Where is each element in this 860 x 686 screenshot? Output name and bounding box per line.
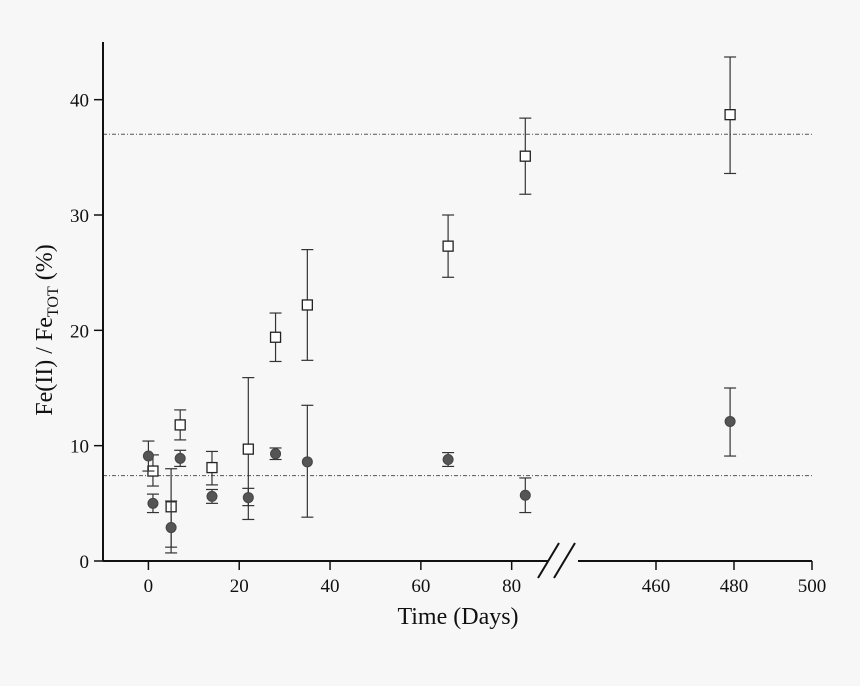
series-layer [142,56,737,554]
x-tick-label: 460 [642,576,671,597]
data-point-circle [724,415,736,427]
data-point-circle [270,448,282,460]
data-point-square [174,419,186,431]
y-axis-title-main: Fe(II) / Fe [32,317,58,416]
reference-lines [103,133,814,477]
data-point-square [206,461,218,474]
y-axis-title-sub: TOT [45,286,62,317]
series-filled-circles [142,387,737,554]
x-tick-label: 500 [798,576,827,597]
axis-break-slash [553,542,576,579]
axis-break [537,542,578,579]
y-tick-label: 10 [70,437,89,458]
axes: 0 10 20 30 40 0 20 40 60 80 460 480 500 [70,42,826,597]
data-point-square [442,240,454,252]
data-point-circle [206,490,218,502]
data-point-square [242,443,254,455]
y-axis-title: Fe(II) / FeTOT (%) [32,244,62,415]
y-tick-label: 30 [70,206,89,227]
y-tick-label: 20 [70,321,89,342]
x-tick-label: 480 [720,576,749,597]
axis-break-slash [537,542,560,579]
x-tick-label: 0 [144,576,154,597]
x-axis-title: Time (Days) [397,604,518,630]
data-point-square [269,331,282,343]
data-point-square [301,299,313,311]
x-tick-label: 60 [411,576,430,597]
data-point-circle [174,452,186,464]
y-tick-label: 0 [80,552,90,573]
data-point-circle [519,489,531,501]
x-tick-label: 40 [321,576,340,597]
x-tick-label: 20 [230,576,249,597]
data-point-circle [147,497,159,509]
data-point-circle [242,492,254,504]
data-point-circle [142,450,154,462]
data-point-square [519,150,531,162]
series-open-squares [146,56,737,548]
y-axis-title-unit: (%) [32,244,58,286]
data-point-circle [301,456,313,468]
data-point-circle [442,454,454,466]
y-tick-label: 40 [70,91,89,112]
data-point-square [724,109,736,121]
x-tick-label: 80 [502,576,521,597]
data-point-circle [165,522,177,534]
